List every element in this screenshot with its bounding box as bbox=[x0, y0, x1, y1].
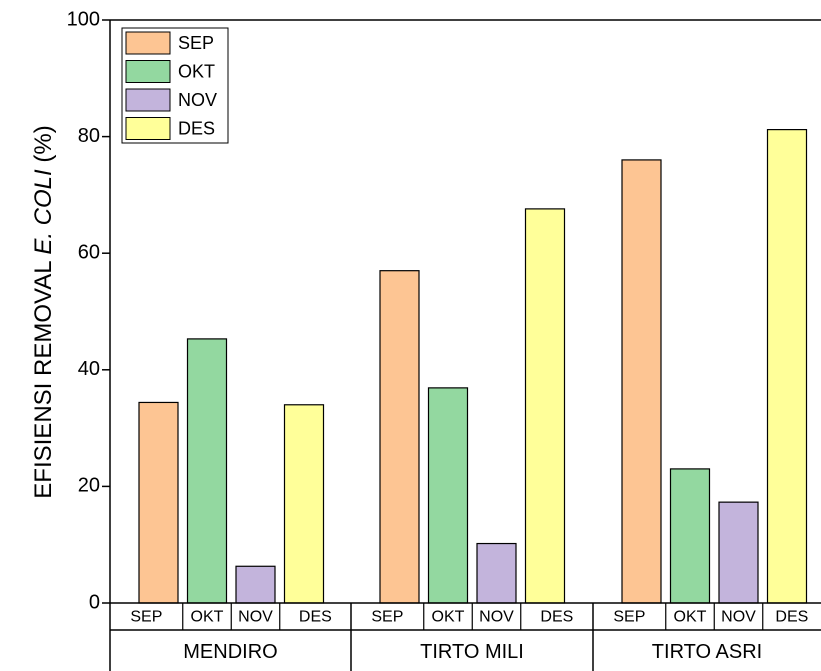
legend-swatch bbox=[125, 117, 171, 140]
bar bbox=[621, 159, 662, 604]
x-sub-label: DES bbox=[540, 609, 573, 626]
bar bbox=[186, 338, 228, 604]
x-sub-label: SEP bbox=[130, 609, 162, 626]
legend-label: DES bbox=[178, 118, 215, 138]
legend-swatch bbox=[125, 31, 171, 55]
legend-label: NOV bbox=[178, 90, 217, 110]
y-axis-label: EFISIENSI REMOVAL E. COLI (%) bbox=[30, 125, 57, 498]
x-group-label: TIRTO MILI bbox=[420, 641, 524, 663]
y-tick-label: 20 bbox=[78, 475, 100, 497]
bar bbox=[427, 387, 469, 604]
legend-swatch bbox=[125, 88, 171, 112]
x-sub-label: OKT bbox=[674, 609, 707, 626]
y-label-part: E. COLI bbox=[30, 169, 57, 255]
x-group-label: MENDIRO bbox=[183, 641, 277, 663]
y-label-part: EFISIENSI REMOVAL bbox=[30, 255, 57, 499]
legend-swatch bbox=[125, 60, 171, 83]
y-tick-label: 0 bbox=[89, 591, 100, 613]
x-sub-label: OKT bbox=[191, 609, 224, 626]
y-tick-label: 60 bbox=[78, 241, 100, 263]
x-sub-label: NOV bbox=[721, 609, 756, 626]
bar bbox=[476, 542, 517, 604]
bar bbox=[283, 404, 325, 604]
bar bbox=[766, 129, 808, 604]
bar bbox=[669, 468, 711, 604]
y-tick-label: 100 bbox=[67, 8, 100, 30]
y-tick-label: 40 bbox=[78, 358, 100, 380]
x-group-label: TIRTO ASRI bbox=[652, 641, 762, 663]
x-sub-label: SEP bbox=[371, 609, 403, 626]
x-sub-label: NOV bbox=[238, 609, 273, 626]
legend-label: OKT bbox=[178, 61, 215, 81]
bar bbox=[718, 501, 759, 604]
x-sub-label: DES bbox=[775, 609, 808, 626]
x-sub-label: DES bbox=[299, 609, 332, 626]
x-sub-label: OKT bbox=[432, 609, 465, 626]
x-sub-label: SEP bbox=[613, 609, 645, 626]
y-label-part: (%) bbox=[30, 125, 57, 169]
y-tick-label: 80 bbox=[78, 125, 100, 147]
bar bbox=[524, 208, 566, 604]
bar bbox=[138, 401, 179, 604]
x-sub-label: NOV bbox=[479, 609, 514, 626]
legend-label: SEP bbox=[178, 33, 214, 53]
bar bbox=[379, 270, 420, 604]
bar bbox=[235, 565, 276, 604]
